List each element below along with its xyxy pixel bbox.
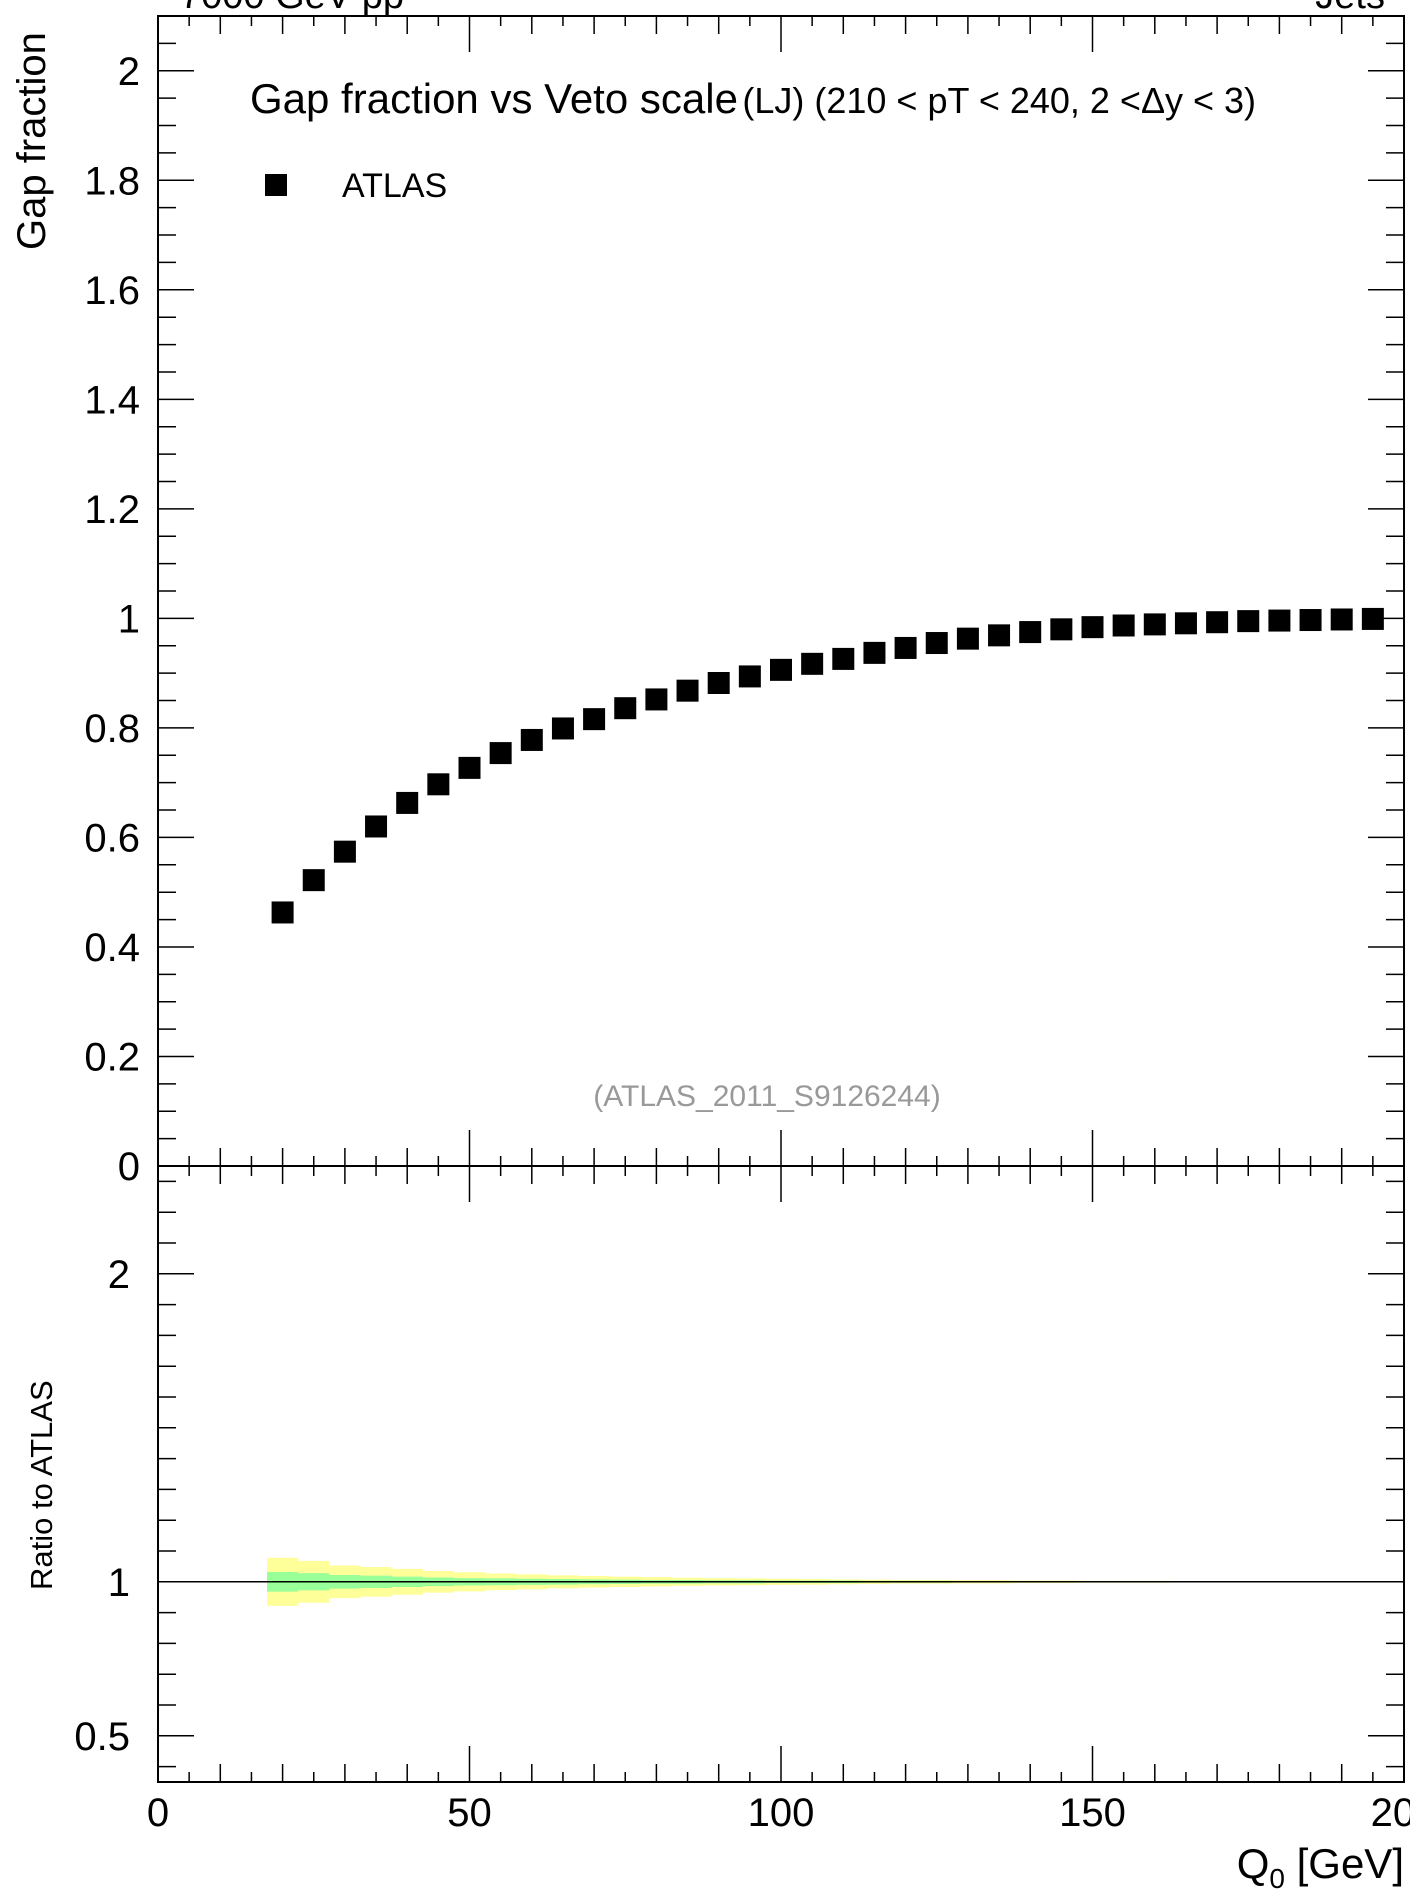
x-tick-label: 200 — [1371, 1791, 1410, 1835]
atlas-data-point — [583, 708, 606, 731]
atlas-data-point — [489, 742, 512, 765]
atlas-data-point — [956, 627, 979, 650]
ratio-panel: 0.512 050100150200 Ratio to ATLAS Q0 [Ge… — [24, 1165, 1410, 1894]
atlas-data-point — [1143, 613, 1166, 636]
atlas-data-point — [1174, 612, 1197, 635]
main-y-tick-label: 2 — [118, 50, 140, 94]
main-axis-ticks — [157, 15, 1405, 1167]
x-tick-label: 150 — [1059, 1791, 1126, 1835]
ratio-y-tick-labels: 0.5 1 2 — [74, 1253, 130, 1759]
main-plot-title-sub: (LJ) (210 < pT < 240, 2 <Δy < 3) — [742, 80, 1256, 121]
main-y-tick-label: 0.6 — [84, 816, 140, 860]
main-plot-title: Gap fraction vs Veto scale (LJ) (210 < p… — [250, 75, 1256, 122]
main-y-tick-label: 1.4 — [84, 378, 140, 422]
atlas-data-point — [458, 756, 481, 779]
main-y-tick-label: 0.2 — [84, 1035, 140, 1079]
atlas-data-point — [738, 665, 761, 688]
atlas-data-point — [520, 728, 543, 751]
atlas-data-point — [801, 652, 824, 675]
atlas-data-point — [676, 679, 699, 702]
main-y-tick-label: 1 — [118, 597, 140, 641]
header-right-text: Jets — [1315, 0, 1385, 17]
atlas-data-point — [1361, 607, 1384, 630]
x-tick-labels: 0 50 100 150 200 — [147, 1791, 1410, 1835]
ratio-panel-frame — [157, 1165, 1405, 1783]
main-plot-title-main: Gap fraction vs Veto scale — [250, 75, 738, 122]
atlas-data-point — [1081, 616, 1104, 639]
x-tick-label: 0 — [147, 1791, 169, 1835]
ratio-y-axis-label: Ratio to ATLAS — [24, 1380, 59, 1590]
atlas-data-point — [1299, 609, 1322, 632]
ratio-y-tick-label: 0.5 — [74, 1715, 130, 1759]
atlas-data-point — [863, 641, 886, 664]
header-left-text: 7000 GeV pp — [180, 0, 404, 17]
atlas-data-point — [271, 901, 294, 924]
x-axis-label: Q0 [GeV] — [1237, 1840, 1404, 1894]
atlas-data-point — [1268, 609, 1291, 632]
atlas-data-point — [832, 647, 855, 670]
x-tick-label: 100 — [748, 1791, 815, 1835]
atlas-data-point — [770, 658, 792, 681]
atlas-data-point — [988, 624, 1011, 647]
main-y-tick-label: 1.8 — [84, 159, 140, 203]
legend-label-atlas: ATLAS — [342, 167, 447, 205]
atlas-data-point — [1019, 621, 1042, 644]
legend: ATLAS — [265, 167, 447, 205]
ratio-y-tick-label: 2 — [108, 1253, 130, 1297]
x-axis-label-subscript: 0 — [1269, 1863, 1285, 1894]
main-y-tick-label: 0 — [118, 1145, 140, 1189]
atlas-data-point — [1206, 611, 1229, 634]
atlas-data-point — [1112, 614, 1135, 637]
atlas-data-point — [302, 869, 325, 892]
x-tick-label: 50 — [447, 1791, 492, 1835]
x-axis-label-unit: [GeV] — [1285, 1840, 1404, 1887]
main-y-axis-label: Gap fraction — [10, 32, 54, 250]
atlas-data-point — [365, 815, 388, 838]
atlas-data-point — [396, 791, 419, 814]
atlas-data-point — [707, 672, 730, 694]
main-y-tick-label: 0.8 — [84, 707, 140, 751]
main-y-tick-label: 1.6 — [84, 269, 140, 313]
atlas-data-point — [333, 840, 356, 863]
legend-marker-atlas — [265, 174, 287, 196]
atlas-data-point — [1330, 608, 1353, 631]
main-y-tick-label: 1.2 — [84, 488, 140, 532]
atlas-data-point — [427, 773, 450, 796]
main-panel: 0 0.2 0.4 0.6 0.8 1 1.2 1.4 1.6 1.8 2 Gap fraction… — [10, 15, 1405, 1189]
main-y-tick-labels: 0 0.2 0.4 0.6 0.8 1 1.2 1.4 1.6 1.8 2 — [84, 50, 140, 1189]
x-axis-label-symbol: Q — [1237, 1840, 1270, 1887]
atlas-data-point — [1237, 610, 1260, 633]
main-y-tick-label: 0.4 — [84, 926, 140, 970]
atlas-data-point — [1050, 618, 1073, 641]
atlas-data-point — [894, 636, 917, 659]
atlas-data-points — [271, 607, 1384, 924]
atlas-data-point — [551, 717, 574, 740]
ratio-y-tick-label: 1 — [108, 1561, 130, 1605]
analysis-id-annotation: (ATLAS_2011_S9126244) — [593, 1080, 940, 1113]
atlas-data-point — [614, 697, 637, 720]
atlas-data-point — [925, 632, 948, 655]
atlas-data-point — [645, 688, 668, 711]
